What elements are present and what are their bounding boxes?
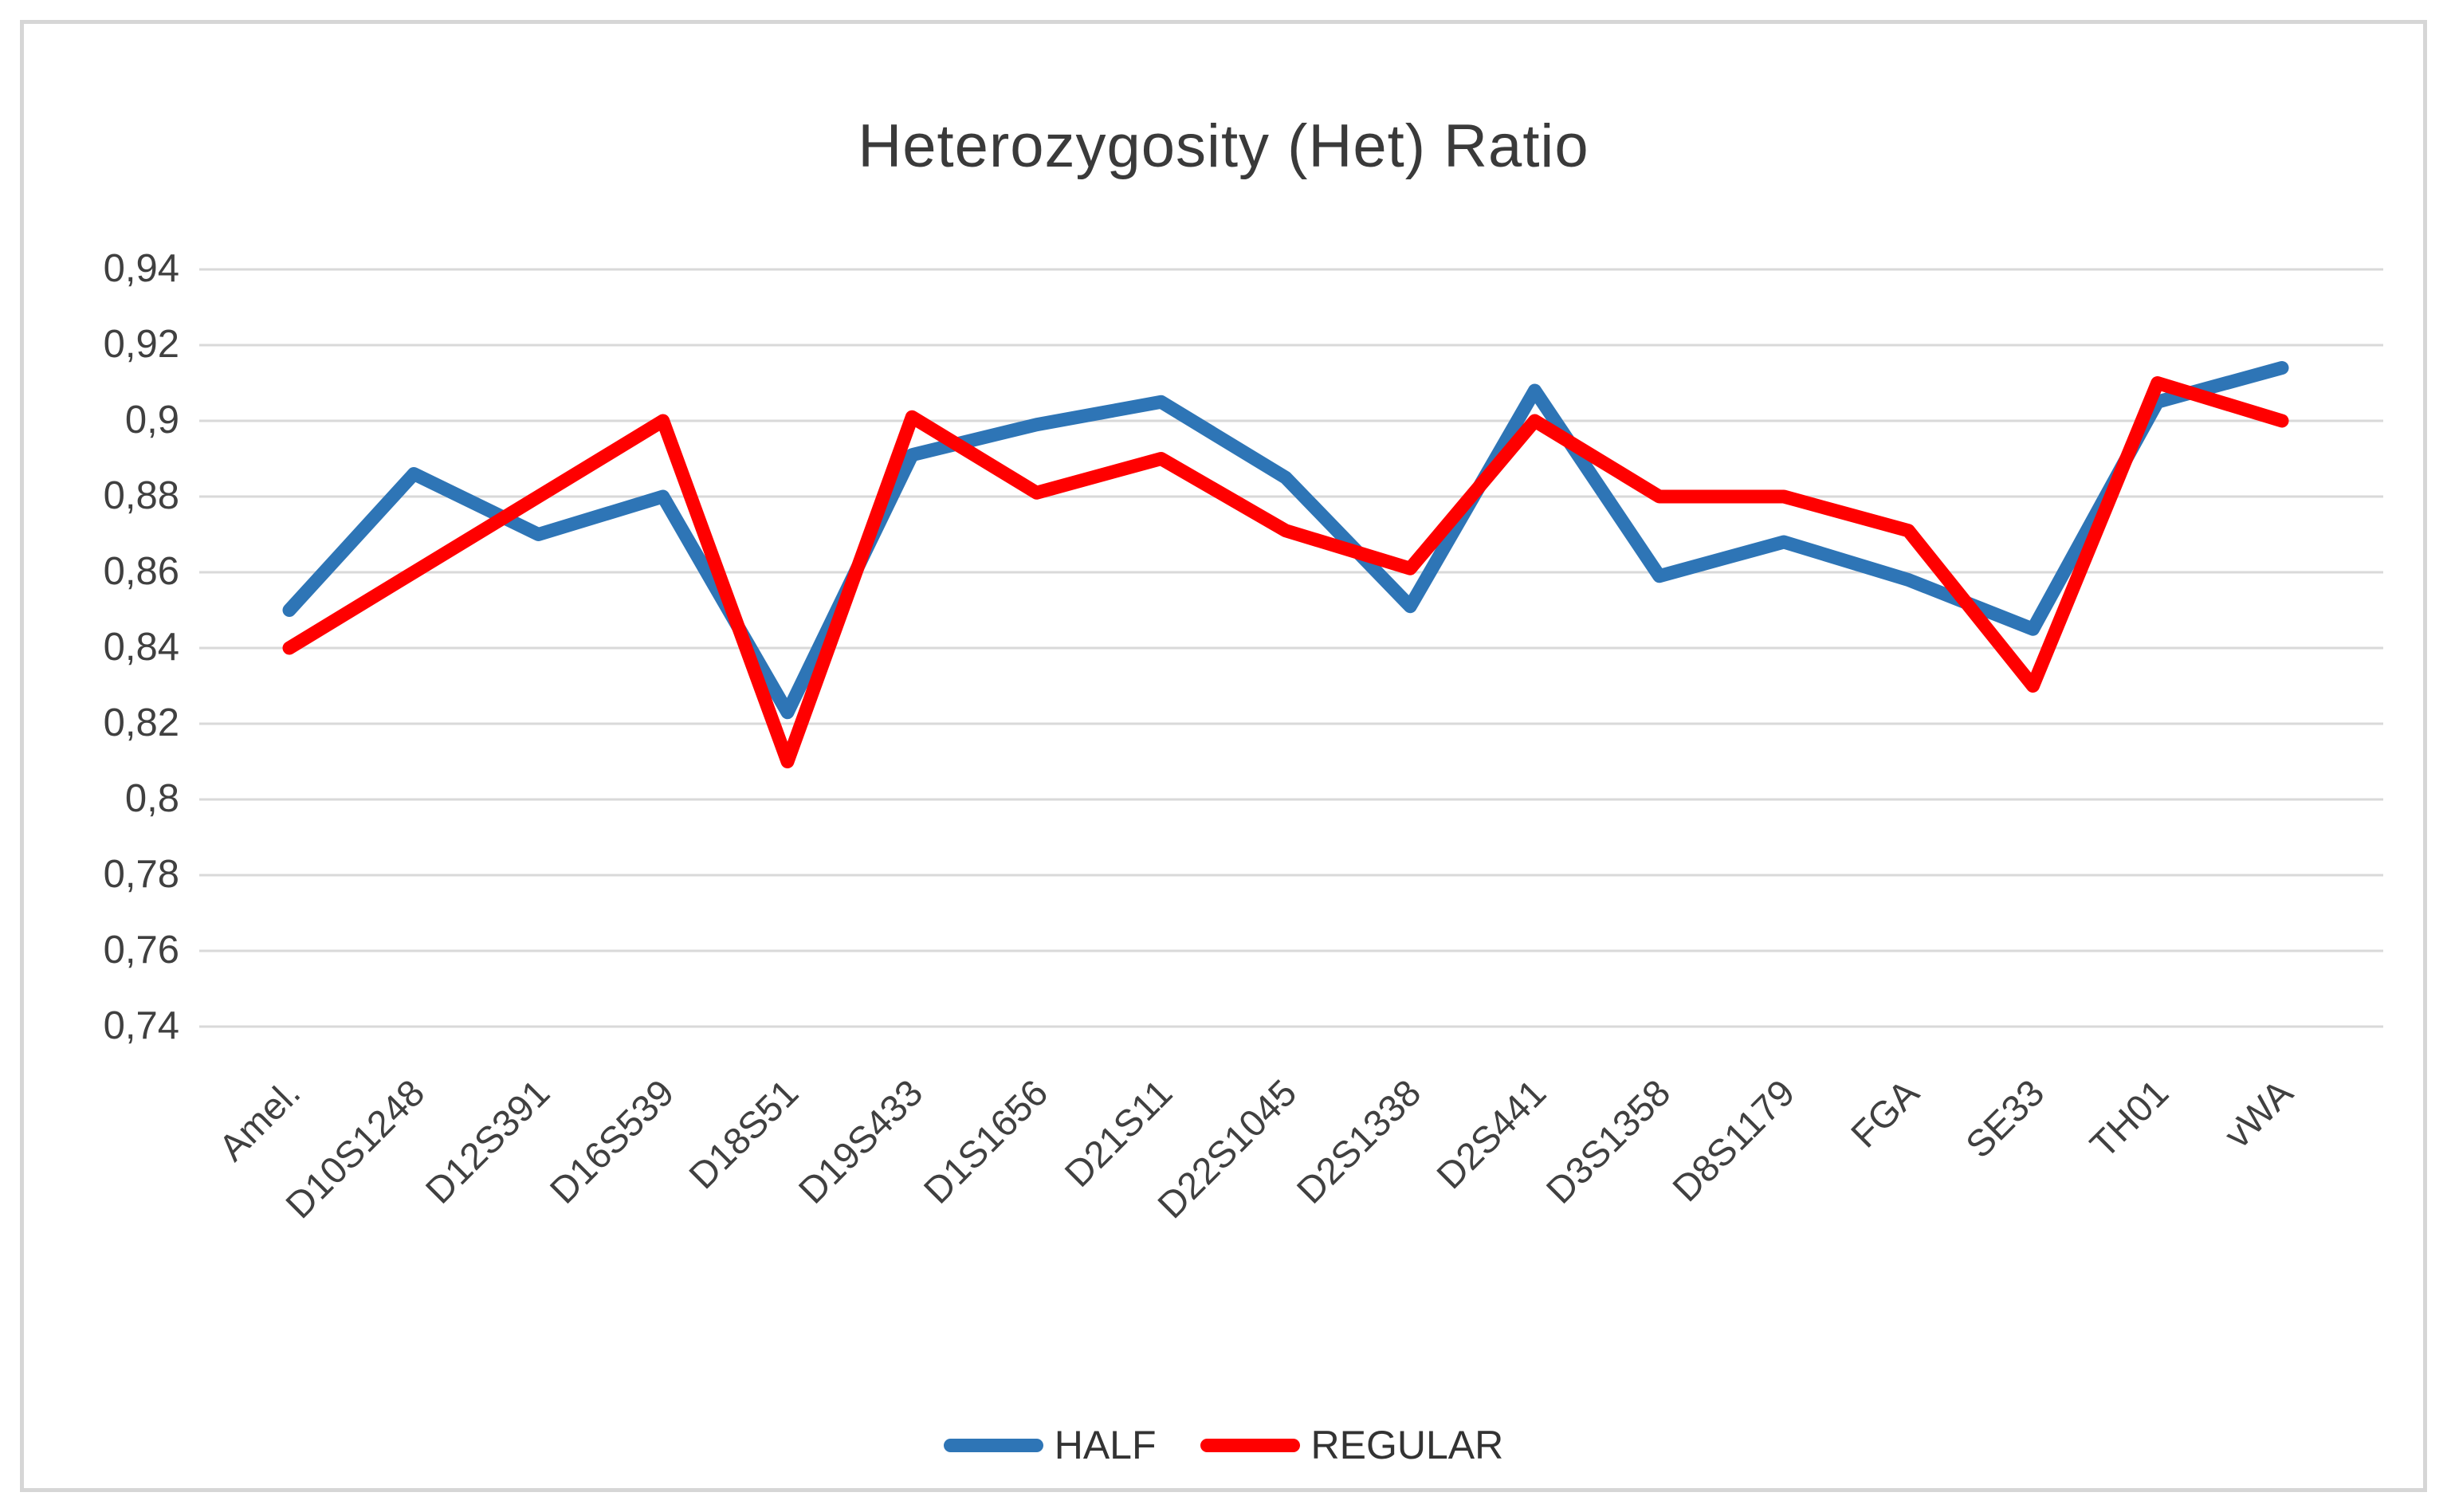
legend-item-regular: REGULAR [1200, 1422, 1504, 1468]
y-axis-tick-label: 0,92 [103, 323, 179, 366]
y-axis-tick-label: 0,86 [103, 550, 179, 593]
y-axis-tick-label: 0,9 [124, 399, 179, 442]
legend-swatch-half [943, 1438, 1043, 1452]
y-axis-tick-label: 0,82 [103, 701, 179, 744]
y-axis-tick-label: 0,8 [124, 777, 179, 820]
legend: HALF REGULAR [0, 1422, 2447, 1468]
legend-swatch-regular [1200, 1438, 1300, 1452]
y-axis-tick-label: 0,88 [103, 474, 179, 517]
series-line-regular [282, 376, 2289, 768]
legend-label-half: HALF [1054, 1423, 1157, 1467]
series-line-half [282, 361, 2289, 720]
y-axis-tick-label: 0,74 [103, 1004, 179, 1047]
y-axis-tick-label: 0,76 [103, 929, 179, 972]
legend-item-half: HALF [943, 1422, 1157, 1468]
y-axis-tick-label: 0,94 [103, 247, 179, 290]
legend-label-regular: REGULAR [1310, 1423, 1504, 1467]
chart-title: Heterozygosity (Het) Ratio [858, 112, 1589, 180]
y-axis-tick-label: 0,84 [103, 626, 179, 669]
y-axis-tick-label: 0,78 [103, 853, 179, 896]
